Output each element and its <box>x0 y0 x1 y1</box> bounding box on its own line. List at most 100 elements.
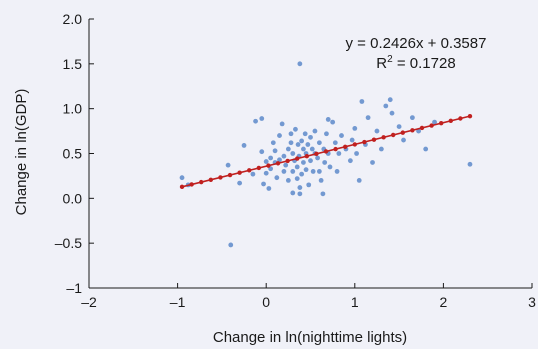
data-point <box>277 133 282 138</box>
data-point <box>378 146 384 152</box>
data-point <box>263 170 269 176</box>
data-point <box>322 160 328 165</box>
data-point <box>325 117 331 122</box>
y-tick-label: 1.5 <box>63 56 83 72</box>
regression-marker <box>218 175 223 180</box>
y-tick-label: 2.0 <box>63 11 83 27</box>
data-point <box>277 157 282 163</box>
data-point <box>268 155 274 161</box>
data-point <box>324 131 329 137</box>
data-point <box>396 124 402 129</box>
data-point <box>285 178 291 183</box>
x-axis-title: Change in ln(nighttime lights) <box>213 329 407 346</box>
data-point <box>290 151 296 156</box>
data-point <box>330 119 336 125</box>
data-point <box>270 140 276 146</box>
regression-marker <box>208 177 214 182</box>
data-point <box>285 146 291 152</box>
x-tick-label: 1 <box>351 294 359 310</box>
data-point <box>288 131 294 137</box>
data-point <box>225 162 231 168</box>
data-point <box>228 242 234 248</box>
data-point <box>316 169 322 174</box>
data-point <box>316 140 322 146</box>
data-point <box>354 151 359 156</box>
data-point <box>253 118 258 124</box>
regression-marker <box>429 123 434 128</box>
x-tick-label: –1 <box>170 294 186 310</box>
regression-marker <box>362 139 367 145</box>
data-point <box>308 158 313 164</box>
data-point <box>312 128 318 134</box>
data-point <box>299 171 305 177</box>
data-point <box>261 181 266 187</box>
data-point <box>370 160 375 165</box>
regression-marker <box>333 146 338 152</box>
data-point <box>320 191 326 197</box>
regression-marker <box>323 149 329 154</box>
data-point <box>467 161 473 167</box>
regression-marker <box>381 135 386 140</box>
data-point <box>336 151 342 156</box>
scatter-series <box>179 61 473 248</box>
data-point <box>332 140 338 146</box>
regression-marker <box>266 163 271 168</box>
regression-marker <box>410 128 415 133</box>
data-point <box>281 153 287 159</box>
data-point <box>294 176 300 182</box>
x-tick-label: 2 <box>440 294 448 310</box>
y-tick-label: 0.0 <box>63 190 83 206</box>
data-point <box>290 169 296 174</box>
regression-equation: y = 0.2426x + 0.3587 <box>346 35 487 52</box>
data-point <box>301 146 306 152</box>
data-point <box>303 167 309 173</box>
regression-marker <box>295 156 300 161</box>
data-point <box>318 178 324 183</box>
data-point <box>401 137 406 143</box>
regression-marker <box>285 158 290 164</box>
fit-series <box>179 113 473 190</box>
data-point <box>288 140 294 146</box>
regression-marker <box>189 182 194 187</box>
y-tick-label: 0.5 <box>63 146 83 162</box>
data-point <box>259 149 265 155</box>
data-point <box>295 142 301 147</box>
data-point <box>290 190 296 196</box>
regression-marker <box>352 142 357 147</box>
data-point <box>356 178 362 183</box>
data-point <box>315 155 320 161</box>
data-point <box>241 143 247 148</box>
data-point <box>389 110 395 116</box>
x-tick-label: 0 <box>262 294 270 310</box>
regression-marker <box>247 168 252 173</box>
r-squared: R2 = 0.1728 <box>376 54 455 72</box>
regression-marker <box>256 165 262 171</box>
regression-marker <box>237 170 242 175</box>
x-tick-label: 3 <box>528 294 536 310</box>
regression-marker <box>343 144 348 149</box>
data-point <box>309 146 315 152</box>
data-point <box>297 61 303 67</box>
data-point <box>374 128 380 134</box>
y-tick-label: –1 <box>66 280 82 296</box>
regression-marker <box>400 130 405 135</box>
data-point <box>352 125 358 131</box>
data-point <box>334 169 340 174</box>
data-point <box>179 175 185 181</box>
y-tick-label: 1.0 <box>63 101 83 117</box>
x-tick-label: –2 <box>81 294 97 310</box>
data-point <box>359 99 365 104</box>
data-point <box>293 126 298 132</box>
data-point <box>237 180 243 186</box>
regression-marker <box>275 161 281 166</box>
data-point <box>409 115 415 121</box>
regression-marker <box>438 121 444 126</box>
regression-marker <box>304 153 310 159</box>
data-point <box>281 169 287 174</box>
r-squared-label: R <box>376 55 387 72</box>
data-point <box>349 137 355 143</box>
r-squared-value: = 0.1728 <box>393 55 456 72</box>
data-point <box>305 142 311 147</box>
data-point <box>250 171 256 177</box>
data-point <box>297 191 303 197</box>
